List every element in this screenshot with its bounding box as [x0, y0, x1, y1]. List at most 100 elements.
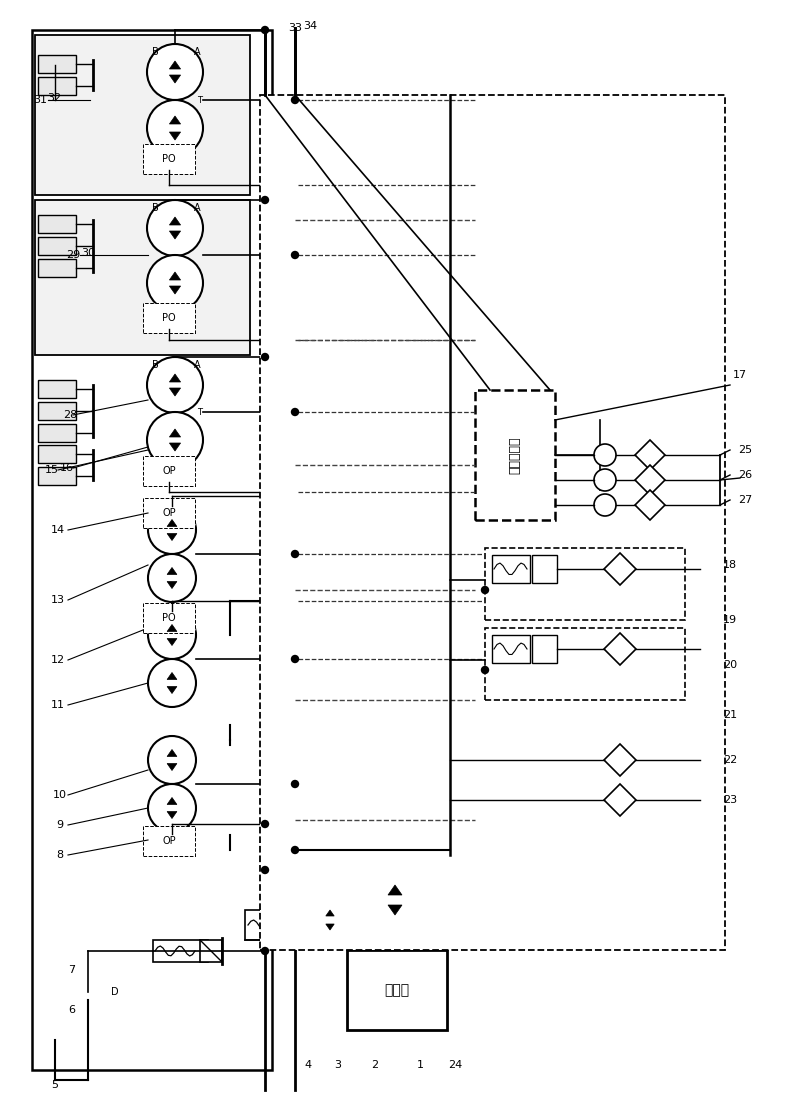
Ellipse shape: [193, 632, 267, 728]
Polygon shape: [604, 553, 636, 585]
Text: 5: 5: [51, 1080, 58, 1090]
Bar: [38, 259, 76, 277]
Circle shape: [148, 784, 196, 833]
Text: 32: 32: [47, 93, 61, 104]
Bar: [38, 55, 76, 73]
Bar: [153, 940, 208, 962]
Polygon shape: [635, 465, 665, 495]
Bar: [347, 951, 447, 1030]
Text: 18: 18: [723, 560, 737, 570]
Polygon shape: [167, 581, 177, 589]
Text: B: B: [152, 359, 158, 370]
Circle shape: [262, 820, 269, 827]
Text: T: T: [198, 96, 202, 105]
Bar: [492, 555, 530, 583]
Polygon shape: [167, 533, 177, 541]
Circle shape: [147, 412, 203, 467]
Bar: [148, 607, 190, 629]
Polygon shape: [167, 639, 177, 646]
Bar: [143, 603, 195, 633]
Polygon shape: [170, 217, 181, 225]
Bar: [200, 940, 222, 962]
Text: 13: 13: [51, 595, 65, 605]
Circle shape: [147, 357, 203, 413]
Bar: [143, 498, 195, 528]
Text: 22: 22: [723, 755, 737, 765]
Bar: [148, 460, 190, 482]
Circle shape: [291, 97, 298, 104]
Circle shape: [148, 506, 196, 554]
Text: 34: 34: [303, 21, 317, 31]
Text: 25: 25: [738, 445, 752, 455]
Text: 26: 26: [738, 470, 752, 480]
Bar: [148, 307, 190, 329]
Text: 1: 1: [417, 1060, 423, 1070]
Text: 2: 2: [371, 1060, 378, 1070]
Polygon shape: [170, 232, 181, 239]
Bar: [148, 830, 190, 851]
Polygon shape: [167, 811, 177, 818]
Circle shape: [291, 408, 298, 415]
Polygon shape: [170, 388, 181, 396]
Bar: [532, 555, 557, 583]
Circle shape: [312, 902, 348, 938]
Polygon shape: [167, 624, 177, 631]
Circle shape: [291, 847, 298, 854]
Polygon shape: [170, 374, 181, 382]
Bar: [38, 445, 76, 463]
Polygon shape: [167, 764, 177, 770]
Polygon shape: [635, 440, 665, 470]
Bar: [143, 826, 195, 856]
Text: B: B: [152, 47, 158, 57]
Ellipse shape: [87, 981, 142, 1003]
Circle shape: [262, 947, 269, 955]
Bar: [245, 910, 300, 940]
Bar: [143, 144, 195, 174]
Text: 14: 14: [51, 525, 65, 535]
Text: 9: 9: [57, 820, 63, 830]
Text: 17: 17: [733, 370, 747, 380]
Text: OP: OP: [162, 836, 176, 846]
Polygon shape: [170, 61, 181, 69]
Circle shape: [291, 656, 298, 662]
Circle shape: [148, 659, 196, 707]
Polygon shape: [635, 490, 665, 520]
Circle shape: [148, 611, 196, 659]
Polygon shape: [167, 520, 177, 526]
Bar: [38, 77, 76, 95]
Polygon shape: [167, 672, 177, 680]
Polygon shape: [604, 784, 636, 816]
Ellipse shape: [193, 742, 267, 837]
Bar: [148, 502, 190, 524]
Bar: [38, 467, 76, 485]
Polygon shape: [170, 75, 181, 83]
Circle shape: [262, 867, 269, 874]
Text: 11: 11: [51, 700, 65, 710]
Bar: [532, 636, 557, 663]
Polygon shape: [170, 286, 181, 294]
Text: 27: 27: [738, 495, 752, 505]
Polygon shape: [326, 910, 334, 916]
Circle shape: [360, 865, 430, 935]
Polygon shape: [388, 905, 402, 915]
Bar: [143, 303, 195, 333]
Circle shape: [147, 255, 203, 311]
Polygon shape: [170, 443, 181, 451]
Text: 发动机: 发动机: [385, 983, 410, 997]
Text: 20: 20: [723, 660, 737, 670]
Polygon shape: [604, 633, 636, 664]
Text: PO: PO: [162, 613, 176, 623]
Polygon shape: [388, 885, 402, 895]
Text: D: D: [111, 987, 119, 997]
Polygon shape: [167, 798, 177, 805]
Bar: [35, 200, 250, 355]
Text: 8: 8: [57, 850, 63, 860]
Circle shape: [147, 200, 203, 256]
Bar: [38, 402, 76, 420]
Text: 6: 6: [69, 1005, 75, 1015]
Bar: [38, 424, 76, 442]
Bar: [285, 910, 299, 940]
Text: 21: 21: [723, 710, 737, 720]
Bar: [492, 636, 530, 663]
Polygon shape: [170, 429, 181, 437]
